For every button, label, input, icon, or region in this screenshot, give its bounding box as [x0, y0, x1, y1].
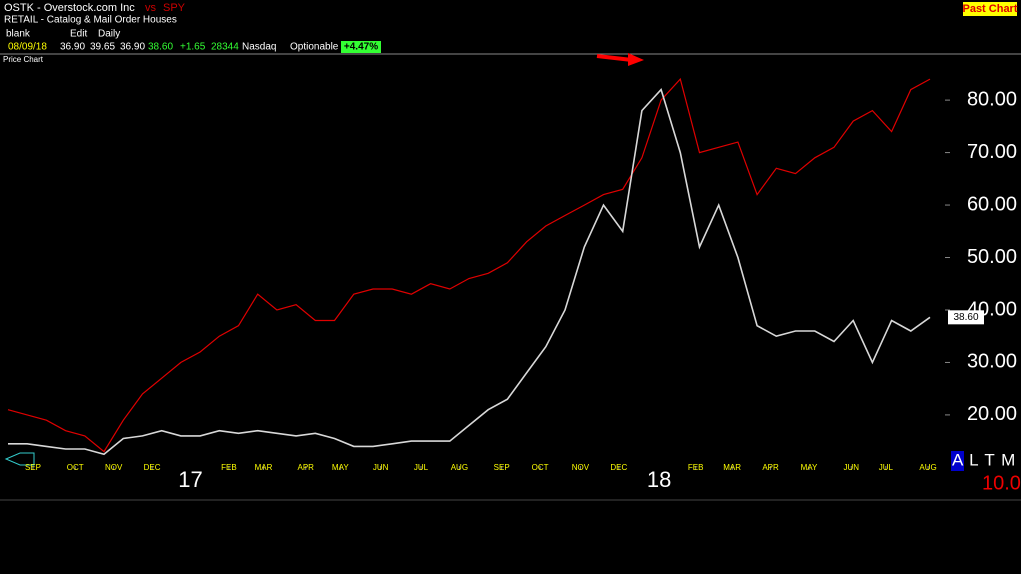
- x-tick-label: SEP: [494, 463, 510, 472]
- toolbar-item[interactable]: Daily: [98, 29, 120, 40]
- x-tick-label: FEB: [688, 463, 704, 472]
- x-tick-label: FEB: [221, 463, 237, 472]
- mode-box: [951, 451, 964, 471]
- year-label: 17: [178, 467, 202, 492]
- x-tick-label: APR: [298, 463, 315, 472]
- x-tick-label: SEP: [25, 463, 41, 472]
- x-tick-label: MAR: [255, 463, 273, 472]
- x-tick-label: JUL: [414, 463, 429, 472]
- y-tick-label: 50.00: [967, 246, 1017, 268]
- quote-close: 38.60: [148, 42, 173, 53]
- y-tick-label: 60.00: [967, 193, 1017, 215]
- toolbar-item[interactable]: blank: [6, 29, 31, 40]
- last-price-box: [948, 310, 984, 325]
- quote-high: 39.65: [90, 42, 115, 53]
- y-tick-label: 30.00: [967, 351, 1017, 373]
- industry: RETAIL - Catalog & Mail Order Houses: [4, 15, 177, 26]
- past-chart-label[interactable]: Past Chart: [962, 3, 1017, 15]
- x-tick-label: APR: [762, 463, 779, 472]
- x-tick-label: DEC: [144, 463, 161, 472]
- x-tick-label: DEC: [610, 463, 627, 472]
- x-tick-label: JUL: [879, 463, 894, 472]
- quote-low: 36.90: [120, 42, 145, 53]
- modes[interactable]: A L T M L: [952, 450, 1021, 469]
- x-tick-label: OCT: [532, 463, 549, 472]
- x-tick-label: AUG: [451, 463, 468, 472]
- quote-exchange: Nasdaq: [242, 42, 276, 53]
- x-tick-label: NOV: [105, 463, 123, 472]
- price-line: [8, 88, 931, 456]
- y-tick-label: 80.00: [967, 88, 1017, 110]
- x-tick-label: JUN: [843, 463, 859, 472]
- y-tick-label: 70.00: [967, 141, 1017, 163]
- x-tick-label: MAY: [801, 463, 818, 472]
- x-tick-label: JUN: [373, 463, 389, 472]
- quote-pct: +4.47%: [344, 42, 378, 53]
- quote-volume: 28344: [211, 42, 239, 53]
- x-tick-label: MAR: [723, 463, 741, 472]
- pct-box: [341, 41, 381, 53]
- price-line: [7, 77, 931, 453]
- past-chart-button[interactable]: [963, 2, 1017, 16]
- toolbar-item[interactable]: Edit: [70, 29, 87, 40]
- year-label: 18: [647, 467, 671, 492]
- arrow-head: [628, 53, 644, 66]
- arrow: [596, 54, 633, 62]
- x-tick-label: NOV: [572, 463, 590, 472]
- quote-change: +1.65: [180, 42, 206, 53]
- x-tick-label: AUG: [919, 463, 936, 472]
- panel-label: Price Chart: [3, 55, 44, 64]
- compare: SPY: [163, 2, 186, 14]
- y-tick-label: 20.00: [967, 403, 1017, 425]
- symbol: OSTK - Overstock.com Inc: [4, 2, 135, 14]
- x-tick-label: OCT: [67, 463, 84, 472]
- quote-open: 36.90: [60, 42, 85, 53]
- mode-value: 10.0: [982, 472, 1021, 494]
- quote-date: 08/09/18: [8, 42, 47, 53]
- vs: vs: [145, 2, 157, 14]
- x-tick-label: MAY: [332, 463, 349, 472]
- last-price-label: 38.60: [953, 312, 978, 323]
- quote-optionable: Optionable: [290, 42, 339, 53]
- scroll-marker: [4, 452, 35, 466]
